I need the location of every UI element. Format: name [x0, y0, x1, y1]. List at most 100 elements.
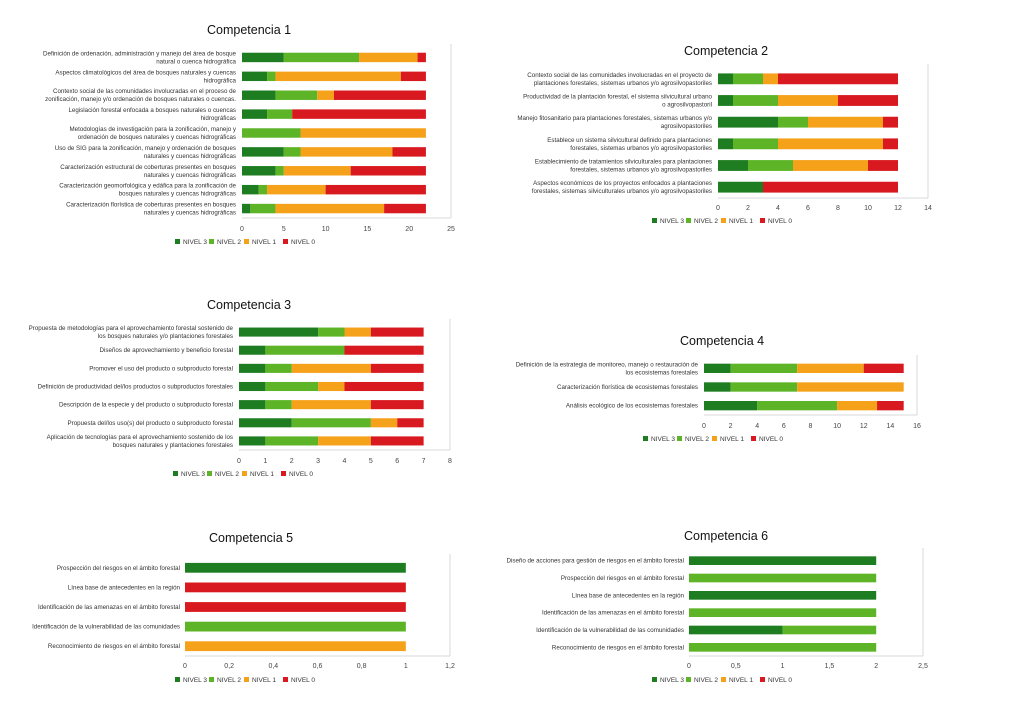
legend-swatch	[283, 677, 288, 682]
category-label: forestales, sistemas urbanos y/o agrosil…	[570, 167, 712, 174]
bar-segment	[797, 363, 864, 373]
category-label: zonificación, manejo y/o ordenación de b…	[45, 96, 236, 103]
bar-segment	[370, 363, 424, 373]
legend-label: NIVEL 2	[694, 677, 718, 684]
bar-segment	[763, 181, 898, 193]
tick-label: 16	[913, 423, 921, 430]
legend-label: NIVEL 3	[660, 677, 684, 684]
tick-label: 4	[755, 423, 759, 430]
category-label: Línea base de antecedentes en la región	[68, 584, 181, 591]
tick-label: 0	[687, 663, 691, 670]
category-label: natural o cuenca hidrográfica	[156, 58, 236, 65]
bar-segment	[689, 591, 877, 600]
bar-segment	[778, 95, 838, 106]
category-label: Legislación forestal enfocada a bosques …	[68, 107, 236, 114]
bar-segment	[689, 608, 877, 617]
bar-segment	[778, 73, 898, 85]
category-label: Identificación de las amenazas en el ámb…	[38, 604, 180, 611]
bar-segment	[344, 345, 424, 355]
legend-swatch	[652, 677, 657, 682]
legend-label: NIVEL 0	[291, 677, 315, 684]
bar-segment	[370, 327, 424, 337]
bar-segment	[267, 109, 293, 119]
bar-segment	[417, 52, 426, 63]
bar-segment	[344, 327, 371, 337]
bar-segment	[333, 90, 426, 100]
legend-swatch	[721, 218, 726, 223]
bar-segment	[730, 382, 798, 392]
bar-segment	[318, 436, 371, 446]
bar-segment	[275, 203, 385, 214]
category-label: Descripción de la especie y del producto…	[59, 402, 233, 409]
legend-swatch	[652, 218, 657, 223]
bar-segment	[778, 138, 883, 150]
tick-label: 2,5	[918, 663, 928, 670]
tick-label: 5	[282, 226, 286, 233]
legend-swatch	[751, 436, 756, 441]
legend-label: NIVEL 0	[291, 239, 315, 246]
bar-segment	[242, 109, 268, 119]
category-label: Contexto social de las comunidades invol…	[53, 88, 237, 95]
legend-label: NIVEL 1	[250, 471, 274, 478]
category-label: naturales y cuencas hidrográficas	[144, 172, 236, 179]
tick-label: 6	[806, 205, 810, 212]
tick-label: 4	[343, 458, 347, 465]
category-label: forestales, sistemas silviculturales urb…	[532, 188, 712, 195]
tick-label: 6	[395, 458, 399, 465]
legend-label: NIVEL 0	[768, 218, 792, 225]
category-label: Propuesta de metodologías para el aprove…	[29, 325, 234, 332]
category-label: agrosilvopastoriles	[661, 123, 712, 130]
bar-segment	[392, 147, 426, 157]
bar-segment	[267, 71, 276, 82]
tick-label: 0	[716, 205, 720, 212]
legend-label: NIVEL 1	[720, 436, 744, 443]
chart-title: Competencia 5	[209, 531, 294, 545]
bar-segment	[239, 418, 292, 428]
legend-swatch	[209, 239, 214, 244]
tick-label: 12	[860, 423, 868, 430]
category-label: Establecimiento de tratamientos silvicul…	[535, 159, 712, 166]
tick-label: 10	[864, 205, 872, 212]
category-label: Manejo fitosanitario para plantaciones f…	[517, 115, 712, 122]
bar-segment	[239, 436, 266, 446]
category-label: Prospección del riesgos en el ámbito for…	[57, 565, 180, 572]
category-label: ordenación de bosques naturales y cuenca…	[78, 134, 236, 141]
tick-label: 0	[237, 458, 241, 465]
legend-label: NIVEL 3	[651, 436, 675, 443]
bar-segment	[718, 160, 748, 171]
legend-label: NIVEL 2	[215, 471, 239, 478]
tick-label: 1	[781, 663, 785, 670]
bar-segment	[689, 556, 877, 565]
category-label: hidrográfica	[204, 77, 237, 84]
bar-segment	[242, 90, 276, 100]
tick-label: 20	[405, 226, 413, 233]
bar-segment	[797, 382, 904, 392]
bar-segment	[283, 166, 351, 176]
bar-segment	[242, 184, 259, 195]
category-label: Uso de SIG para la zonificación, manejo …	[55, 145, 236, 152]
category-label: Contexto social de las comunidades invol…	[527, 72, 712, 79]
bar-segment	[763, 73, 778, 85]
bar-segment	[370, 400, 424, 410]
bar-segment	[300, 147, 393, 157]
tick-label: 0,4	[268, 663, 278, 670]
legend-label: NIVEL 3	[660, 218, 684, 225]
tick-label: 14	[886, 423, 894, 430]
category-label: Productividad de la plantación forestal,…	[523, 94, 712, 101]
category-label: Establece un sistema silvicultural defin…	[547, 137, 712, 144]
tick-label: 0	[240, 226, 244, 233]
bar-segment	[239, 327, 319, 337]
tick-label: 8	[809, 423, 813, 430]
category-label: bosques naturales y plantaciones foresta…	[113, 442, 233, 449]
bar-segment	[242, 52, 284, 63]
bar-segment	[868, 160, 898, 171]
bar-segment	[344, 381, 424, 392]
legend-swatch	[712, 436, 717, 441]
tick-label: 7	[422, 458, 426, 465]
category-label: Promover el uso del producto o subproduc…	[89, 365, 233, 372]
bar-segment	[689, 625, 783, 635]
bar-segment	[242, 147, 284, 157]
legend-swatch	[173, 471, 178, 476]
